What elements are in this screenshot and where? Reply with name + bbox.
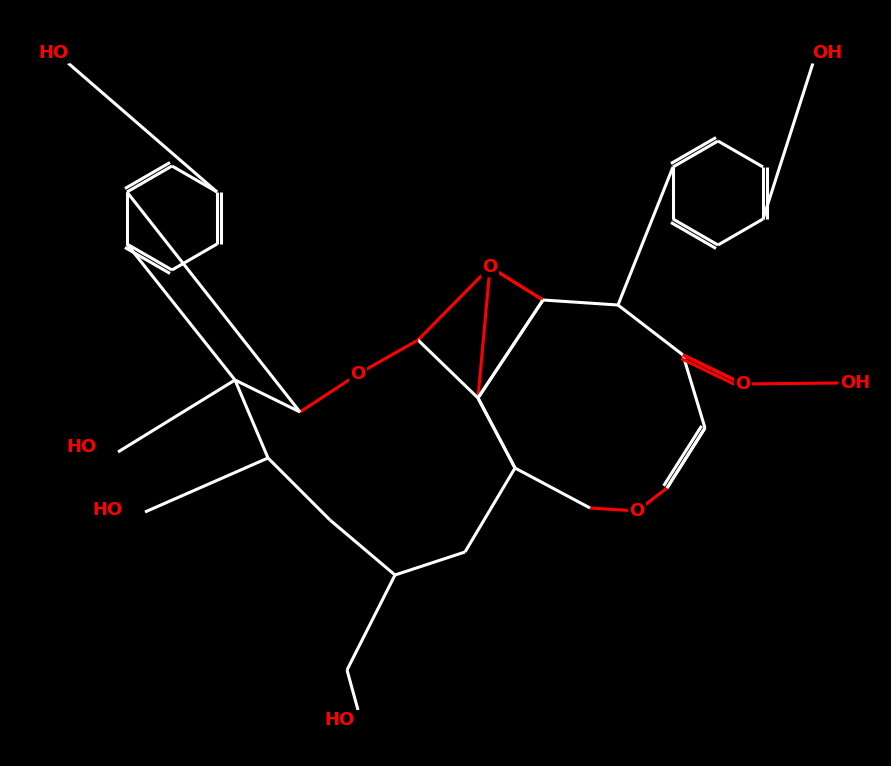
Text: HO: HO bbox=[92, 501, 122, 519]
Text: O: O bbox=[482, 258, 498, 276]
Text: HO: HO bbox=[39, 44, 69, 62]
Text: OH: OH bbox=[812, 44, 842, 62]
Text: HO: HO bbox=[67, 438, 97, 456]
Text: O: O bbox=[629, 502, 644, 520]
Text: O: O bbox=[735, 375, 750, 393]
Text: O: O bbox=[350, 365, 365, 383]
Text: OH: OH bbox=[840, 374, 871, 392]
Text: HO: HO bbox=[325, 711, 356, 729]
